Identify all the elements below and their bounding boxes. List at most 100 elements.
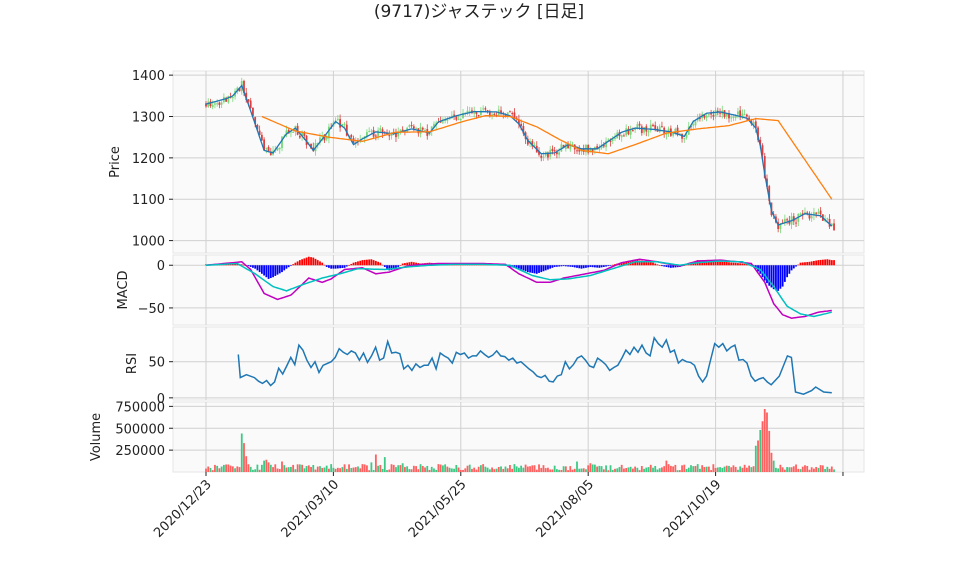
macd-hist-bar xyxy=(341,265,344,269)
price-candle-body xyxy=(211,104,214,108)
volume-bar xyxy=(504,466,507,472)
macd-hist-bar xyxy=(287,265,290,268)
macd-hist-bar xyxy=(363,259,366,266)
price-candle-body xyxy=(705,116,708,118)
volume-bar xyxy=(480,465,482,472)
macd-hist-bar xyxy=(634,260,637,266)
price-candle-body xyxy=(555,152,558,155)
volume-bar xyxy=(658,468,661,472)
volume-bar xyxy=(741,467,744,472)
volume-bar xyxy=(681,465,683,472)
price-candle-body xyxy=(319,137,321,143)
price-candle-body xyxy=(759,139,762,146)
volume-bar xyxy=(345,468,348,472)
price-candle-body xyxy=(415,128,417,130)
volume-bar xyxy=(392,464,395,472)
price-candle-body xyxy=(526,138,529,145)
price-candle-body xyxy=(654,125,657,130)
price-candle-body xyxy=(739,110,742,118)
volume-bar xyxy=(587,465,590,472)
volume-bar xyxy=(462,469,464,472)
macd-hist-bar xyxy=(661,265,663,267)
price-candle-body xyxy=(468,111,471,113)
price-candle-body xyxy=(542,156,545,158)
macd-hist-bar xyxy=(591,265,594,268)
macd-hist-bar xyxy=(649,262,652,266)
volume-bar xyxy=(354,467,357,472)
volume-bar xyxy=(790,467,793,472)
price-ytick-label: 1400 xyxy=(132,69,165,84)
price-candle-body xyxy=(757,127,759,141)
volume-bar xyxy=(723,466,726,472)
price-candle-body xyxy=(455,116,458,120)
volume-bar xyxy=(328,468,330,472)
macd-hist-bar xyxy=(734,262,737,266)
price-candle-body xyxy=(609,140,612,142)
macd-hist-bar xyxy=(716,261,719,266)
macd-hist-bar xyxy=(828,259,831,266)
volume-bar xyxy=(500,466,502,472)
volume-bar xyxy=(647,467,650,472)
price-candle-body xyxy=(694,121,697,126)
volume-bar xyxy=(625,468,628,472)
volume-bar xyxy=(247,464,250,472)
volume-bar xyxy=(468,464,471,472)
chart-title: (9717)ジャステック [日足] xyxy=(374,2,584,22)
volume-bar xyxy=(690,465,692,472)
volume-bar xyxy=(265,459,268,472)
macd-hist-bar xyxy=(252,265,254,268)
volume-bar xyxy=(585,469,587,472)
price-candle-body xyxy=(515,117,518,119)
volume-bar xyxy=(374,454,377,472)
macd-hist-bar xyxy=(390,265,393,270)
macd-hist-bar xyxy=(808,261,811,266)
price-candle-body xyxy=(343,123,346,125)
volume-bar xyxy=(314,469,317,472)
x-tick-label: 2021/10/19 xyxy=(661,477,725,541)
volume-bar xyxy=(359,468,362,472)
macd-hist-bar xyxy=(582,265,585,269)
macd-hist-bar xyxy=(388,265,391,271)
price-candle-body xyxy=(634,128,637,130)
price-candle-body xyxy=(480,110,482,116)
volume-bar xyxy=(754,445,757,472)
macd-hist-bar xyxy=(783,265,786,282)
macd-hist-bar xyxy=(779,265,782,289)
price-candle-body xyxy=(643,127,645,133)
volume-bar xyxy=(343,464,346,472)
price-candle-body xyxy=(518,119,520,125)
volume-bar xyxy=(777,468,780,472)
price-candle-body xyxy=(734,115,737,118)
volume-bar xyxy=(696,464,699,472)
volume-bar xyxy=(211,470,214,472)
macd-hist-bar xyxy=(826,259,829,266)
price-candle-body xyxy=(748,117,751,121)
volume-bar xyxy=(540,467,543,472)
macd-hist-bar xyxy=(374,260,377,266)
price-candle-body xyxy=(567,144,569,149)
macd-hist-bar xyxy=(278,265,281,274)
price-candle-body xyxy=(292,131,295,133)
macd-hist-bar xyxy=(392,265,395,270)
price-candle-body xyxy=(258,130,261,136)
macd-hist-bar xyxy=(522,265,525,271)
volume-bar xyxy=(366,465,368,472)
volume-bar xyxy=(616,468,619,472)
macd-hist-bar xyxy=(705,260,708,266)
macd-hist-bar xyxy=(542,265,545,272)
macd-hist-bar xyxy=(576,265,578,268)
macd-hist-bar xyxy=(325,265,328,267)
price-candle-body xyxy=(531,141,534,147)
volume-bar xyxy=(645,467,648,472)
macd-hist-bar xyxy=(379,262,382,266)
macd-hist-bar xyxy=(804,262,806,266)
price-candle-body xyxy=(725,112,728,117)
volume-bar xyxy=(589,463,592,472)
volume-bar xyxy=(446,466,449,472)
volume-bar xyxy=(786,467,788,472)
macd-hist-bar xyxy=(290,265,292,266)
volume-bar xyxy=(609,465,612,472)
macd-hist-bar xyxy=(526,265,529,273)
macd-hist-bar xyxy=(719,261,721,266)
volume-bar xyxy=(424,467,426,472)
